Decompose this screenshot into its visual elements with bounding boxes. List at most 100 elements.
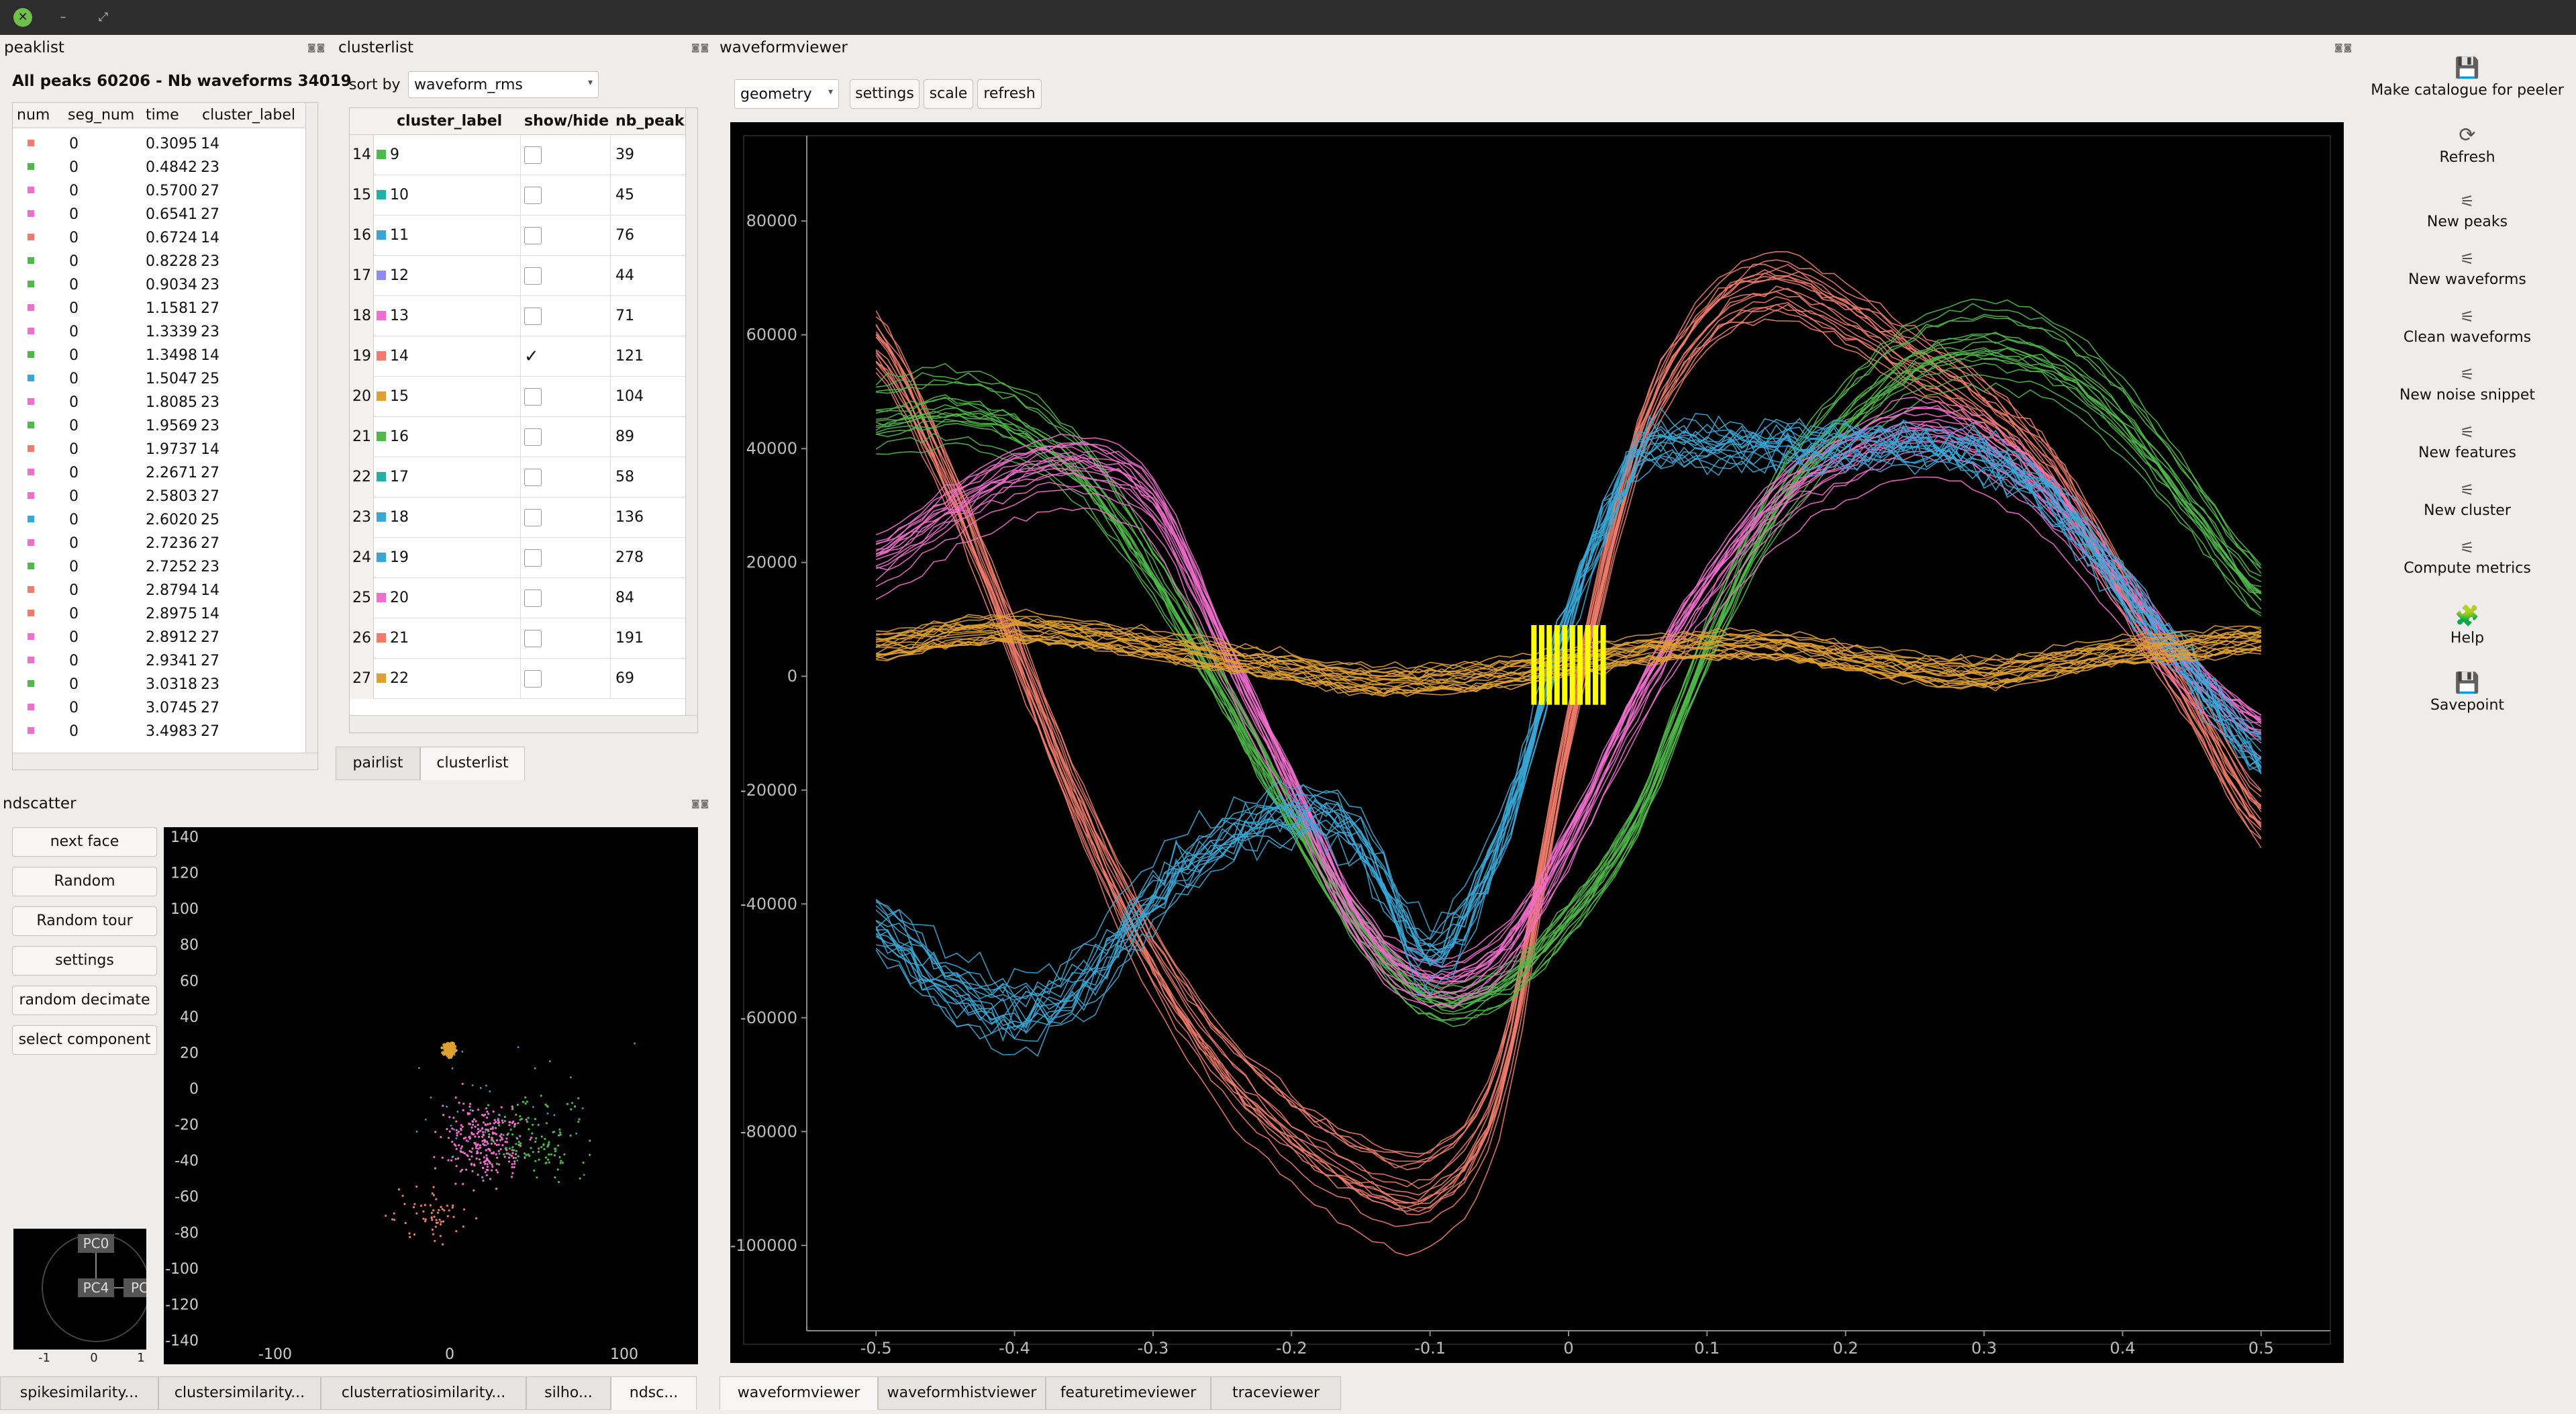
table-row[interactable]: 0 3.4983 27	[13, 720, 305, 740]
bottom-tab-waveformhistviewer[interactable]: waveformhistviewer	[878, 1376, 1046, 1410]
waveformviewer-dock-buttons[interactable]: ◙◙	[2334, 43, 2353, 53]
toolbar-new-noise-snippet-button[interactable]: ⚟ New noise snippet	[2363, 363, 2572, 404]
col-time[interactable]: time	[146, 107, 179, 124]
table-row[interactable]: 0 2.7236 27	[13, 532, 305, 555]
col-show-hide[interactable]: show/hide	[524, 113, 609, 130]
sort-by-select[interactable]: waveform_rms ▾	[408, 71, 599, 98]
peaklist-dock-buttons[interactable]: ◙◙	[307, 43, 326, 53]
waveform-plot[interactable]: 80000 60000 40000 20000 0 -20000 -40000 -60000 -…	[730, 122, 2344, 1363]
toolbar-help-button[interactable]: 🧩 Help	[2363, 603, 2572, 647]
ndscatter-dock-buttons[interactable]: ◙◙	[691, 799, 710, 809]
tab-pairlist[interactable]: pairlist	[336, 747, 420, 780]
table-row[interactable]: 0 2.6020 25	[13, 508, 305, 532]
minimize-window-icon[interactable]: –	[60, 10, 66, 24]
cluster-row[interactable]: 23 18 136	[350, 498, 685, 538]
cluster-row[interactable]: 21 16 89	[350, 417, 685, 457]
bottom-tab-clusterratiosimilarity[interactable]: clusterratiosimilarity...	[321, 1376, 526, 1410]
table-row[interactable]: 0 1.3339 23	[13, 320, 305, 344]
table-row[interactable]: 0 0.6541 27	[13, 203, 305, 226]
cluster-row[interactable]: 17 12 44	[350, 256, 685, 296]
cluster-row[interactable]: 26 21 191	[350, 618, 685, 659]
peaklist-table[interactable]: num seg_num time cluster_label 0 0.3095 14…	[12, 102, 318, 770]
cluster-row[interactable]: 27 22 69	[350, 659, 685, 699]
toolbar-new-cluster-button[interactable]: ⚟ New cluster	[2363, 478, 2572, 519]
show-hide-checkbox[interactable]	[524, 227, 542, 244]
table-row[interactable]: 0 3.0318 23	[13, 673, 305, 696]
toolbar-refresh-button[interactable]: ⟳ Refresh	[2363, 122, 2572, 166]
toolbar-new-peaks-button[interactable]: ⚟ New peaks	[2363, 189, 2572, 230]
random-tour-button[interactable]: Random tour	[12, 906, 157, 936]
show-hide-checkbox[interactable]	[524, 670, 542, 688]
show-hide-checkbox[interactable]	[524, 187, 542, 204]
random-button[interactable]: Random	[12, 867, 157, 896]
clusterlist-hscrollbar[interactable]	[350, 715, 697, 733]
show-hide-checkbox[interactable]	[524, 428, 542, 446]
col-num[interactable]: num	[17, 107, 50, 124]
toolbar-clean-waveforms-button[interactable]: ⚟ Clean waveforms	[2363, 305, 2572, 346]
col-seg-num[interactable]: seg_num	[68, 107, 135, 124]
col-cluster-label[interactable]: cluster_label	[202, 107, 296, 124]
cluster-row[interactable]: 24 19 278	[350, 538, 685, 578]
table-row[interactable]: 0 0.6724 14	[13, 226, 305, 250]
wf-refresh-button[interactable]: refresh	[977, 79, 1042, 109]
col-nb-peak[interactable]: nb_peak	[615, 113, 685, 130]
show-hide-checkbox[interactable]	[524, 549, 542, 567]
cluster-row[interactable]: 22 17 58	[350, 457, 685, 498]
table-row[interactable]: 0 1.8085 23	[13, 391, 305, 414]
show-hide-checkbox[interactable]	[524, 590, 542, 607]
clusterlist-vscrollbar[interactable]	[685, 108, 697, 715]
bottom-tab-silho[interactable]: silho...	[526, 1376, 611, 1410]
settings-button[interactable]: settings	[12, 946, 157, 976]
toolbar-make-catalogue-for-peeler-button[interactable]: 💾 Make catalogue for peeler	[2363, 55, 2572, 99]
show-hide-checkbox[interactable]: ✓	[524, 346, 539, 367]
bottom-tab-featuretimeviewer[interactable]: featuretimeviewer	[1046, 1376, 1211, 1410]
maximize-window-icon[interactable]: ⤢	[98, 10, 109, 24]
col-cluster-label[interactable]: cluster_label	[397, 113, 503, 130]
bottom-tab-clustersimilarity[interactable]: clustersimilarity...	[158, 1376, 321, 1410]
bottom-tab-spikesimilarity[interactable]: spikesimilarity...	[0, 1376, 158, 1410]
bottom-tab-traceviewer[interactable]: traceviewer	[1211, 1376, 1341, 1410]
wf-settings-button[interactable]: settings	[850, 79, 920, 109]
table-row[interactable]: 0 0.4842 23	[13, 156, 305, 179]
cluster-row[interactable]: 19 14 ✓ 121	[350, 336, 685, 377]
next-face-button[interactable]: next face	[12, 827, 157, 857]
cluster-row[interactable]: 20 15 104	[350, 377, 685, 417]
show-hide-checkbox[interactable]	[524, 630, 542, 647]
show-hide-checkbox[interactable]	[524, 388, 542, 406]
cluster-row[interactable]: 15 10 45	[350, 175, 685, 216]
table-row[interactable]: 0 2.5803 27	[13, 485, 305, 508]
close-window-icon[interactable]: ✕	[13, 8, 32, 27]
toolbar-savepoint-button[interactable]: 💾 Savepoint	[2363, 670, 2572, 714]
table-row[interactable]: 0 1.3498 14	[13, 344, 305, 367]
ndscatter-plot[interactable]: 140 120 100 80 60 40 20 0 -20 -40 -60 -80 -100 -120 -1…	[164, 827, 698, 1364]
peaklist-vscrollbar[interactable]	[305, 103, 317, 753]
toolbar-new-waveforms-button[interactable]: ⚟ New waveforms	[2363, 247, 2572, 288]
show-hide-checkbox[interactable]	[524, 509, 542, 526]
toolbar-compute-metrics-button[interactable]: ⚟ Compute metrics	[2363, 536, 2572, 577]
random-decimate-button[interactable]: random decimate	[12, 986, 157, 1015]
wf-scale-button[interactable]: scale	[924, 79, 973, 109]
table-row[interactable]: 0 2.8975 14	[13, 602, 305, 626]
table-row[interactable]: 0 1.5047 25	[13, 367, 305, 391]
table-row[interactable]: 0 2.8912 27	[13, 626, 305, 649]
ndscatter-projection-widget[interactable]: PC0 PC4 PC -1 0 1	[12, 1229, 146, 1363]
table-row[interactable]: 0 2.9341 27	[13, 649, 305, 673]
table-row[interactable]: 0 3.0745 27	[13, 696, 305, 720]
table-row[interactable]: 0 2.7252 23	[13, 555, 305, 579]
table-row[interactable]: 0 1.9737 14	[13, 438, 305, 461]
show-hide-checkbox[interactable]	[524, 146, 542, 164]
clusterlist-table[interactable]: cluster_label show/hide nb_peak 14 9 39 15 1…	[349, 107, 698, 733]
show-hide-checkbox[interactable]	[524, 469, 542, 486]
table-row[interactable]: 0 1.1581 27	[13, 297, 305, 320]
table-row[interactable]: 0 0.3095 14	[13, 132, 305, 156]
table-row[interactable]: 0 0.5700 27	[13, 179, 305, 203]
clusterlist-dock-buttons[interactable]: ◙◙	[691, 43, 710, 53]
table-row[interactable]: 0 2.2671 27	[13, 461, 305, 485]
select-component-button[interactable]: select component	[12, 1025, 157, 1055]
toolbar-new-features-button[interactable]: ⚟ New features	[2363, 420, 2572, 461]
tab-clusterlist[interactable]: clusterlist	[420, 747, 525, 780]
show-hide-checkbox[interactable]	[524, 267, 542, 285]
table-row[interactable]: 0 2.8794 14	[13, 579, 305, 602]
show-hide-checkbox[interactable]	[524, 308, 542, 325]
table-row[interactable]: 0 0.8228 23	[13, 250, 305, 273]
